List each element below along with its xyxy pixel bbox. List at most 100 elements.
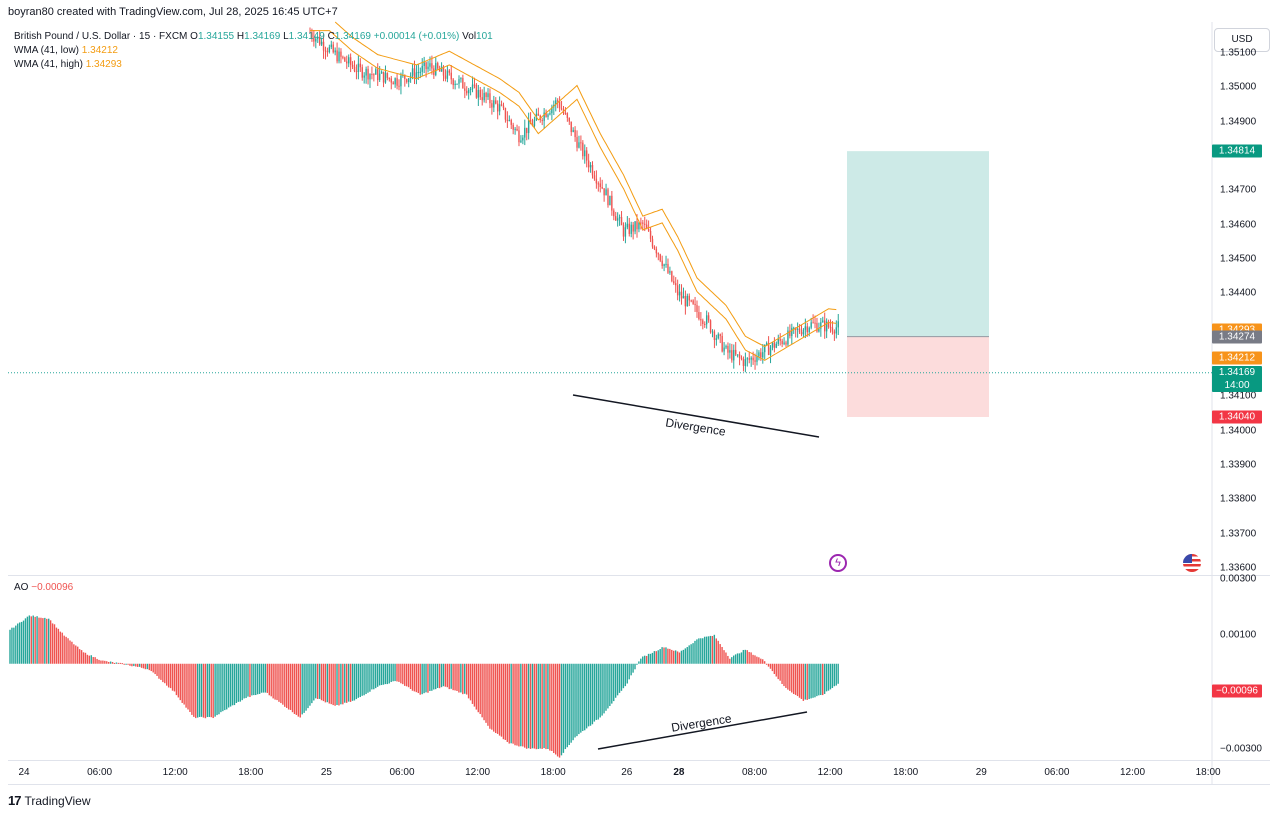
candle-body bbox=[754, 360, 756, 362]
candle-body bbox=[348, 57, 350, 64]
candle-body bbox=[320, 41, 323, 45]
ao-bar bbox=[15, 625, 17, 664]
ao-bar bbox=[82, 652, 85, 664]
candle-body bbox=[595, 178, 598, 184]
wma-high-legend-row[interactable]: WMA (41, high) 1.34293 bbox=[14, 58, 493, 72]
ao-bar bbox=[36, 616, 38, 664]
ao-bar bbox=[156, 663, 158, 676]
candle-body bbox=[309, 32, 311, 34]
candle-body bbox=[696, 305, 698, 313]
candle-body bbox=[833, 331, 836, 334]
ao-bar bbox=[98, 659, 100, 664]
ao-bar bbox=[162, 663, 164, 683]
time-tick-label: 25 bbox=[320, 767, 332, 778]
ao-bar bbox=[127, 663, 129, 665]
candle-body bbox=[398, 85, 400, 87]
ao-bar bbox=[49, 620, 52, 664]
candle-body bbox=[771, 342, 774, 348]
candle-body bbox=[793, 327, 795, 329]
flash-icon[interactable]: ϟ bbox=[829, 554, 847, 572]
ao-bar bbox=[436, 663, 439, 688]
ao-bar bbox=[566, 663, 568, 748]
ao-bar bbox=[359, 663, 361, 698]
candle-body bbox=[527, 119, 530, 134]
candle-body bbox=[415, 72, 418, 79]
ao-bar bbox=[673, 650, 675, 664]
ao-bar bbox=[628, 663, 630, 680]
ao-bar bbox=[547, 663, 549, 749]
ao-bar bbox=[789, 663, 791, 691]
ao-bar bbox=[442, 663, 445, 687]
ao-bar bbox=[818, 663, 820, 696]
ao-bar bbox=[394, 663, 396, 682]
ao-bar bbox=[744, 649, 746, 664]
ao-bar bbox=[657, 650, 659, 664]
candle-body bbox=[504, 108, 507, 120]
ao-bar bbox=[286, 663, 288, 708]
ao-bar bbox=[804, 663, 806, 700]
ao-bar bbox=[384, 663, 387, 685]
ao-bar bbox=[771, 663, 774, 672]
candle-body bbox=[804, 326, 807, 330]
ao-bar bbox=[835, 663, 837, 686]
symbol-name[interactable]: British Pound / U.S. Dollar · 15 · FXCM bbox=[14, 31, 188, 42]
currency-button[interactable]: USD bbox=[1214, 28, 1270, 52]
ao-bar bbox=[109, 661, 112, 664]
ao-bar bbox=[601, 663, 603, 716]
ao-bar bbox=[709, 635, 712, 664]
ao-bar bbox=[494, 663, 497, 734]
ao-bar bbox=[460, 663, 462, 693]
ao-bar bbox=[34, 616, 36, 664]
ao-bar bbox=[742, 649, 745, 664]
ao-bar bbox=[597, 663, 599, 720]
ao-bar bbox=[318, 663, 321, 699]
ao-bar bbox=[609, 663, 611, 707]
entry-price-tag-value: 1.34274 bbox=[1218, 331, 1256, 343]
candle-body bbox=[760, 352, 762, 358]
ao-bar bbox=[264, 663, 267, 693]
candle-body bbox=[413, 68, 416, 79]
candle-body bbox=[491, 103, 493, 108]
footer-brand[interactable]: 17 TradingView bbox=[8, 793, 91, 808]
ao-bar bbox=[454, 663, 456, 691]
candle-body bbox=[510, 120, 512, 125]
candle-body bbox=[496, 103, 499, 112]
ao-bar bbox=[131, 663, 133, 667]
price-tick-label: 1.33800 bbox=[1220, 493, 1257, 505]
close-label: C bbox=[327, 31, 335, 42]
candle-body bbox=[516, 128, 518, 131]
ao-legend[interactable]: AO −0.00096 bbox=[14, 582, 73, 593]
candle-body bbox=[429, 63, 431, 67]
candle-body bbox=[473, 84, 476, 86]
ao-bar bbox=[227, 663, 230, 708]
ao-bar bbox=[690, 644, 692, 664]
ao-bar bbox=[154, 663, 156, 675]
candle-body bbox=[787, 330, 789, 345]
ao-bar bbox=[467, 663, 470, 699]
price-tick-label: 1.33700 bbox=[1220, 528, 1257, 540]
ao-bar bbox=[349, 663, 352, 702]
ao-bar bbox=[564, 663, 567, 750]
ao-bar bbox=[729, 658, 731, 664]
ao-bar bbox=[680, 650, 683, 664]
ao-bar bbox=[106, 661, 108, 664]
price-divergence-line bbox=[572, 394, 820, 438]
ao-bar bbox=[671, 649, 673, 664]
ao-bar bbox=[752, 654, 754, 664]
ao-bar bbox=[514, 663, 516, 746]
ao-bar bbox=[320, 663, 323, 701]
candle-body bbox=[324, 50, 327, 52]
ao-bar bbox=[353, 663, 356, 701]
wma-low-legend-row[interactable]: WMA (41, low) 1.34212 bbox=[14, 44, 493, 58]
us-flag-icon[interactable] bbox=[1183, 554, 1201, 572]
ao-bar bbox=[707, 636, 710, 664]
ao-bar bbox=[183, 663, 185, 705]
ao-bar bbox=[158, 663, 160, 679]
candle-body bbox=[692, 300, 694, 304]
ao-bar bbox=[605, 663, 607, 711]
candle-body bbox=[827, 321, 830, 327]
candle-body bbox=[326, 51, 329, 53]
chart-legend: British Pound / U.S. Dollar · 15 · FXCM … bbox=[14, 30, 493, 72]
ao-bar bbox=[731, 657, 733, 664]
